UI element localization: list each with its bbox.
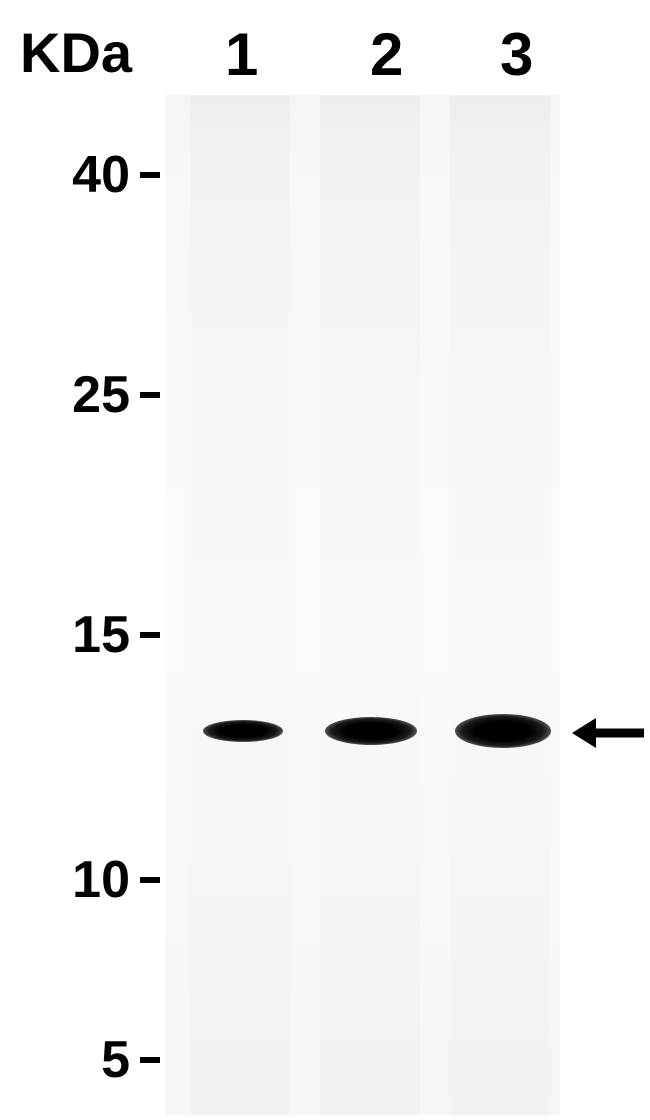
marker-10: 10 — [30, 850, 130, 910]
marker-tick-40 — [140, 172, 160, 178]
lane-3-label: 3 — [500, 20, 533, 89]
band-lane-2 — [325, 717, 417, 745]
band-lane-3 — [455, 714, 551, 748]
blot-membrane — [165, 95, 560, 1115]
marker-tick-15 — [140, 632, 160, 638]
band-arrow — [572, 713, 646, 758]
marker-15: 15 — [30, 605, 130, 665]
marker-tick-10 — [140, 877, 160, 883]
marker-5: 5 — [57, 1030, 130, 1090]
band-lane-1 — [203, 720, 283, 742]
marker-40: 40 — [30, 145, 130, 205]
marker-25: 25 — [30, 365, 130, 425]
lane-2-streak — [320, 95, 420, 1115]
lane-1-streak — [190, 95, 290, 1115]
marker-tick-5 — [140, 1057, 160, 1063]
western-blot-figure: KDa 1 2 3 40 25 15 10 5 — [0, 0, 650, 1120]
lane-1-label: 1 — [225, 20, 258, 89]
lane-3-streak — [450, 95, 550, 1115]
unit-label: KDa — [20, 20, 132, 85]
arrow-icon — [572, 713, 646, 753]
marker-tick-25 — [140, 392, 160, 398]
lane-2-label: 2 — [370, 20, 403, 89]
